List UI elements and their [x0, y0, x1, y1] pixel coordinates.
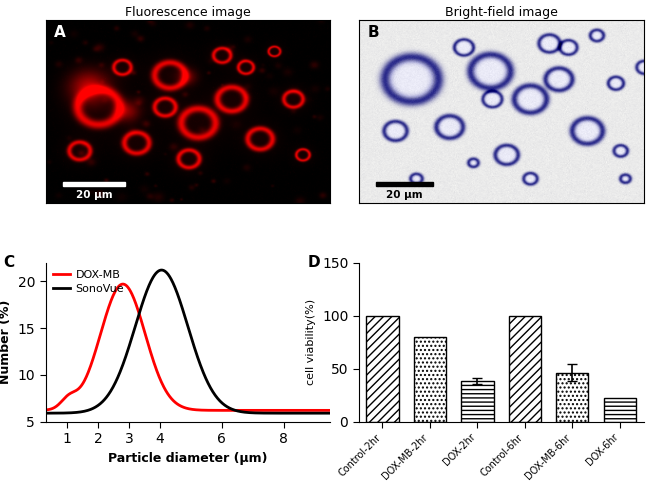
- Text: 20 μm: 20 μm: [386, 190, 422, 200]
- Y-axis label: Number (%): Number (%): [0, 300, 12, 384]
- DOX-MB: [326, 407, 334, 413]
- DOX-MB: [210, 407, 218, 413]
- DOX-MB: [171, 399, 179, 405]
- Bar: [367, 315, 398, 422]
- SonoVue: [326, 410, 334, 416]
- Bar: [462, 381, 493, 422]
- X-axis label: Particle diameter (μm): Particle diameter (μm): [108, 451, 268, 465]
- DOX-MB: [313, 407, 321, 413]
- SonoVue: [257, 410, 265, 416]
- Text: D: D: [307, 254, 320, 270]
- Title: Fluorescence image: Fluorescence image: [125, 5, 251, 19]
- Bar: [376, 182, 433, 186]
- DOX-MB: [119, 281, 127, 287]
- Bar: [509, 315, 541, 422]
- Line: SonoVue: SonoVue: [46, 270, 330, 413]
- Bar: [62, 182, 125, 186]
- Text: C: C: [3, 254, 14, 270]
- Title: Bright-field image: Bright-field image: [445, 5, 558, 19]
- Text: B: B: [367, 25, 379, 40]
- SonoVue: [92, 404, 100, 410]
- Bar: [556, 373, 588, 422]
- SonoVue: [157, 267, 165, 273]
- Text: A: A: [54, 25, 66, 40]
- Line: DOX-MB: DOX-MB: [46, 284, 330, 410]
- Y-axis label: cell viability(%): cell viability(%): [306, 299, 317, 385]
- DOX-MB: [42, 407, 49, 413]
- Text: 20 μm: 20 μm: [75, 190, 112, 200]
- SonoVue: [171, 284, 179, 290]
- SonoVue: [232, 408, 240, 414]
- DOX-MB: [232, 407, 240, 413]
- SonoVue: [115, 372, 123, 378]
- DOX-MB: [115, 283, 123, 289]
- DOX-MB: [257, 407, 265, 413]
- SonoVue: [42, 410, 49, 416]
- Bar: [414, 337, 446, 422]
- DOX-MB: [92, 347, 100, 353]
- Legend: DOX-MB, SonoVue: DOX-MB, SonoVue: [51, 268, 126, 296]
- SonoVue: [210, 390, 218, 396]
- Bar: [604, 398, 636, 422]
